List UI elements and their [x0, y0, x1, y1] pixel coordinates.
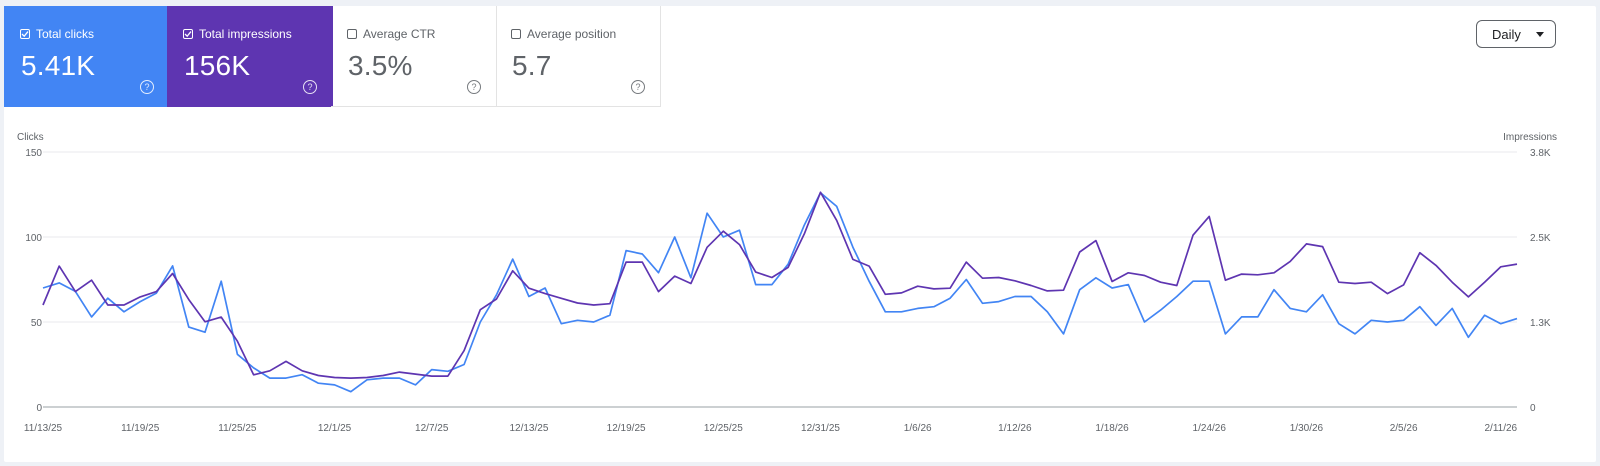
left-axis-tick-label: 50 [31, 318, 43, 329]
dropdown-caret-icon [1536, 32, 1544, 37]
average-ctr-checkbox[interactable] [347, 29, 357, 39]
x-axis-tick-label: 11/25/25 [218, 423, 257, 434]
help-circle-icon[interactable]: ? [467, 80, 481, 94]
x-axis-tick-label: 12/31/25 [801, 423, 840, 434]
total-impressions-checkbox[interactable] [183, 29, 193, 39]
average-position-checkbox[interactable] [511, 29, 521, 39]
average-position-label: Average position [527, 27, 617, 41]
granularity-label: Daily [1492, 27, 1521, 42]
right-axis-title: Impressions [1503, 132, 1557, 143]
help-circle-icon[interactable]: ? [140, 80, 154, 94]
help-circle-icon[interactable]: ? [631, 80, 645, 94]
granularity-dropdown[interactable]: Daily [1476, 20, 1556, 48]
left-axis-tick-label: 0 [36, 403, 42, 414]
average-position-card[interactable]: Average position 5.7 ? [495, 6, 661, 107]
performance-card: Total clicks 5.41K ? Total impressions 1… [4, 6, 1596, 462]
x-axis-tick-label: 11/19/25 [121, 423, 160, 434]
right-axis-tick-label: 1.3K [1530, 318, 1551, 329]
right-axis-tick-label: 0 [1530, 403, 1536, 414]
x-axis-tick-label: 11/13/25 [24, 423, 63, 434]
x-axis-tick-label: 12/1/25 [318, 423, 352, 434]
total-impressions-label: Total impressions [199, 27, 292, 41]
total-clicks-label: Total clicks [36, 27, 95, 41]
total-clicks-checkbox[interactable] [20, 29, 30, 39]
total-impressions-value: 156K [184, 50, 251, 81]
x-axis-tick-label: 1/12/26 [998, 423, 1032, 434]
x-axis-tick-label: 12/19/25 [607, 423, 646, 434]
total-impressions-card[interactable]: Total impressions 156K ? [167, 6, 333, 107]
average-position-value: 5.7 [512, 50, 552, 81]
x-axis-tick-label: 2/11/26 [1484, 423, 1517, 434]
total-clicks-value: 5.41K [21, 50, 96, 81]
x-axis-tick-label: 1/6/26 [904, 423, 932, 434]
performance-chart: Clicks Impressions 150 100 50 0 3.8K 2.5K 1.3… [17, 132, 1557, 434]
right-axis-tick-label: 2.5K [1530, 233, 1551, 244]
left-axis-tick-label: 100 [25, 233, 42, 244]
impressions-series-line [42, 191, 1518, 379]
total-clicks-card[interactable]: Total clicks 5.41K ? [4, 6, 170, 107]
help-circle-icon[interactable]: ? [303, 80, 317, 94]
x-axis-tick-label: 1/30/26 [1290, 423, 1324, 434]
left-axis-title: Clicks [17, 132, 44, 143]
average-ctr-card[interactable]: Average CTR 3.5% ? [331, 6, 497, 107]
average-ctr-value: 3.5% [348, 50, 413, 81]
checkmark-icon [184, 31, 192, 38]
checkmark-icon [21, 31, 29, 38]
clicks-series-line [42, 191, 1518, 393]
x-axis-tick-label: 2/5/26 [1390, 423, 1418, 434]
x-axis-tick-label: 1/18/26 [1095, 423, 1129, 434]
x-axis-tick-label: 12/7/25 [415, 423, 449, 434]
x-axis-tick-label: 1/24/26 [1193, 423, 1227, 434]
x-axis-tick-label: 12/13/25 [509, 423, 548, 434]
right-axis-tick-label: 3.8K [1530, 148, 1551, 159]
x-axis-tick-label: 12/25/25 [704, 423, 743, 434]
average-ctr-label: Average CTR [363, 27, 436, 41]
left-axis-tick-label: 150 [25, 148, 42, 159]
